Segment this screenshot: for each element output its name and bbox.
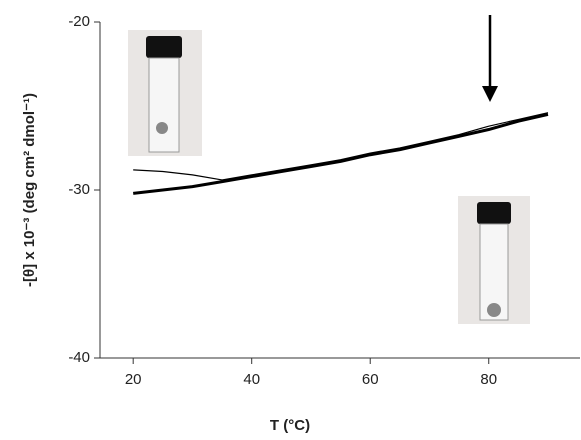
vial-photo [458,196,530,324]
x-tick-label: 80 [480,371,497,388]
x-tick-label: 20 [125,371,142,388]
x-tick-label: 40 [243,371,260,388]
y-tick-label: -30 [68,181,90,198]
x-tick-label: 60 [362,371,379,388]
vial-photo [128,30,202,156]
data-line [133,112,549,181]
arrow [482,15,498,102]
x-axis-label: T (°C) [270,417,310,434]
y-tick-label: -20 [68,13,90,30]
y-tick-label: -40 [68,349,90,366]
data-line [133,112,549,195]
y-axis-label: -[θ] x 10⁻³ (deg cm² dmol⁻¹) [21,93,38,287]
